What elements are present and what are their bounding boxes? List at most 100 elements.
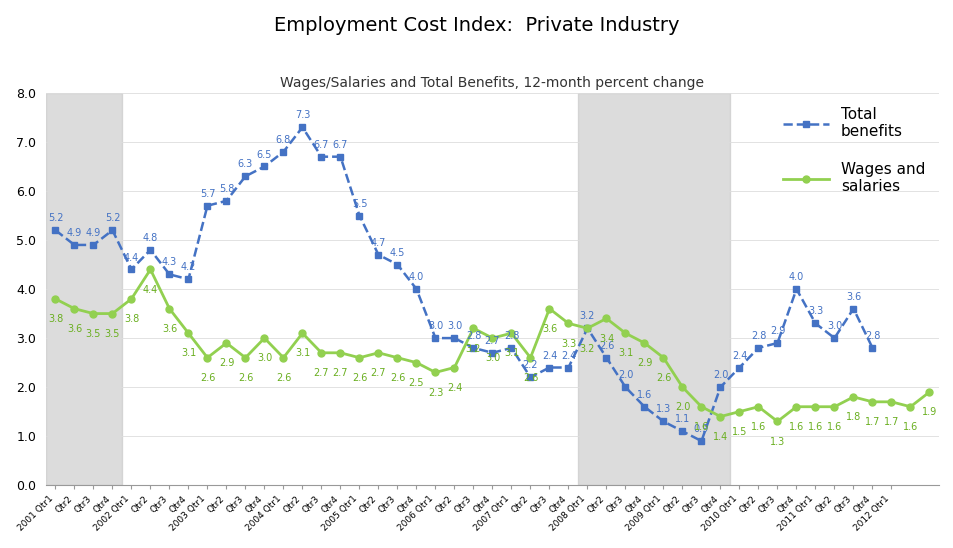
Text: 1.1: 1.1 bbox=[674, 414, 689, 424]
Wages and
salaries bbox=[923, 389, 934, 395]
Wages and
salaries bbox=[126, 295, 137, 302]
Total
benefits bbox=[695, 438, 706, 444]
Total
benefits bbox=[183, 276, 194, 283]
Total
benefits bbox=[543, 364, 555, 371]
Text: 2.8: 2.8 bbox=[750, 331, 765, 341]
Text: 4.4: 4.4 bbox=[143, 285, 158, 295]
Text: 4.7: 4.7 bbox=[371, 238, 386, 248]
Text: 1.8: 1.8 bbox=[845, 412, 861, 422]
Text: 2.9: 2.9 bbox=[636, 358, 652, 368]
Wages and
salaries bbox=[296, 330, 308, 336]
Wages and
salaries bbox=[543, 305, 555, 312]
Text: 1.6: 1.6 bbox=[750, 422, 765, 432]
Text: 3.4: 3.4 bbox=[598, 334, 614, 344]
Text: 2.4: 2.4 bbox=[541, 351, 557, 361]
Wages and
salaries bbox=[258, 335, 270, 341]
Text: 2.0: 2.0 bbox=[674, 402, 689, 413]
Wages and
salaries bbox=[467, 325, 478, 332]
Total
benefits bbox=[88, 242, 99, 248]
Wages and
salaries bbox=[201, 355, 213, 361]
Text: 2.0: 2.0 bbox=[618, 370, 633, 380]
Text: 4.2: 4.2 bbox=[180, 262, 196, 272]
Wages and
salaries bbox=[676, 384, 687, 390]
Text: 3.8: 3.8 bbox=[124, 314, 139, 324]
Text: 3.0: 3.0 bbox=[427, 321, 442, 331]
Text: 1.6: 1.6 bbox=[637, 390, 652, 400]
Wages and
salaries bbox=[866, 398, 878, 405]
Text: 1.6: 1.6 bbox=[902, 422, 917, 432]
Total
benefits bbox=[258, 163, 270, 170]
Wages and
salaries bbox=[429, 369, 440, 376]
Text: 1.7: 1.7 bbox=[882, 417, 899, 427]
Text: 3.8: 3.8 bbox=[48, 314, 63, 324]
Text: 3.6: 3.6 bbox=[541, 324, 557, 334]
Wages and
salaries bbox=[354, 355, 365, 361]
Text: 4.8: 4.8 bbox=[143, 233, 158, 243]
Text: 2.6: 2.6 bbox=[655, 373, 671, 383]
Text: 3.6: 3.6 bbox=[162, 324, 177, 334]
Text: 6.7: 6.7 bbox=[314, 140, 329, 150]
Text: 1.6: 1.6 bbox=[693, 422, 708, 432]
Wages and
salaries bbox=[733, 408, 744, 415]
Title: Wages/Salaries and Total Benefits, 12-month percent change: Wages/Salaries and Total Benefits, 12-mo… bbox=[280, 76, 703, 90]
Wages and
salaries bbox=[771, 418, 782, 425]
Total
benefits bbox=[69, 242, 80, 248]
Text: 2.2: 2.2 bbox=[522, 361, 537, 370]
Total
benefits bbox=[828, 335, 840, 341]
Text: 4.3: 4.3 bbox=[162, 258, 177, 267]
Total
benefits bbox=[50, 227, 61, 233]
Text: 1.3: 1.3 bbox=[655, 404, 670, 414]
Text: 2.4: 2.4 bbox=[560, 351, 576, 361]
Wages and
salaries bbox=[790, 403, 801, 410]
Text: 3.3: 3.3 bbox=[560, 339, 576, 349]
Total
benefits bbox=[486, 350, 497, 356]
Text: 1.9: 1.9 bbox=[921, 407, 936, 417]
Text: 2.7: 2.7 bbox=[484, 336, 499, 346]
Total
benefits bbox=[145, 247, 156, 253]
Text: 4.9: 4.9 bbox=[86, 228, 101, 238]
Wages and
salaries bbox=[373, 350, 384, 356]
Total
benefits bbox=[411, 286, 422, 292]
Text: 1.4: 1.4 bbox=[712, 432, 727, 442]
Wages and
salaries bbox=[847, 393, 859, 400]
Wages and
salaries bbox=[69, 305, 80, 312]
Total
benefits bbox=[315, 153, 327, 160]
Line: Wages and
salaries: Wages and salaries bbox=[51, 266, 932, 425]
Wages and
salaries bbox=[335, 350, 346, 356]
Wages and
salaries bbox=[164, 305, 175, 312]
Total
benefits bbox=[600, 355, 612, 361]
Text: 5.5: 5.5 bbox=[352, 198, 367, 209]
Total
benefits bbox=[126, 266, 137, 273]
Total
benefits bbox=[639, 403, 650, 410]
Text: 1.7: 1.7 bbox=[864, 417, 880, 427]
Wages and
salaries bbox=[220, 340, 232, 346]
Bar bbox=[46, 93, 122, 485]
Wages and
salaries bbox=[107, 310, 118, 317]
Total
benefits bbox=[164, 271, 175, 278]
Total
benefits bbox=[619, 384, 631, 390]
Text: 5.7: 5.7 bbox=[199, 189, 215, 199]
Wages and
salaries bbox=[411, 359, 422, 366]
Text: 1.6: 1.6 bbox=[788, 422, 803, 432]
Total
benefits bbox=[771, 340, 782, 346]
Wages and
salaries bbox=[486, 335, 497, 341]
Total
benefits bbox=[448, 335, 459, 341]
Text: 2.8: 2.8 bbox=[465, 331, 480, 341]
Line: Total
benefits: Total benefits bbox=[51, 124, 875, 444]
Text: 2.0: 2.0 bbox=[712, 370, 727, 380]
Text: 4.0: 4.0 bbox=[788, 272, 803, 282]
Wages and
salaries bbox=[562, 320, 574, 327]
Text: 3.0: 3.0 bbox=[826, 321, 841, 331]
Total
benefits bbox=[676, 428, 687, 435]
Text: 4.9: 4.9 bbox=[67, 228, 82, 238]
Total
benefits bbox=[107, 227, 118, 233]
Text: 3.5: 3.5 bbox=[86, 329, 101, 339]
Text: 2.9: 2.9 bbox=[769, 326, 784, 336]
Text: Employment Cost Index:  Private Industry: Employment Cost Index: Private Industry bbox=[274, 16, 679, 36]
Text: 1.3: 1.3 bbox=[769, 437, 784, 447]
Total
benefits bbox=[296, 124, 308, 130]
Total
benefits bbox=[581, 325, 593, 332]
Wages and
salaries bbox=[695, 403, 706, 410]
Wages and
salaries bbox=[183, 330, 194, 336]
Wages and
salaries bbox=[903, 403, 915, 410]
